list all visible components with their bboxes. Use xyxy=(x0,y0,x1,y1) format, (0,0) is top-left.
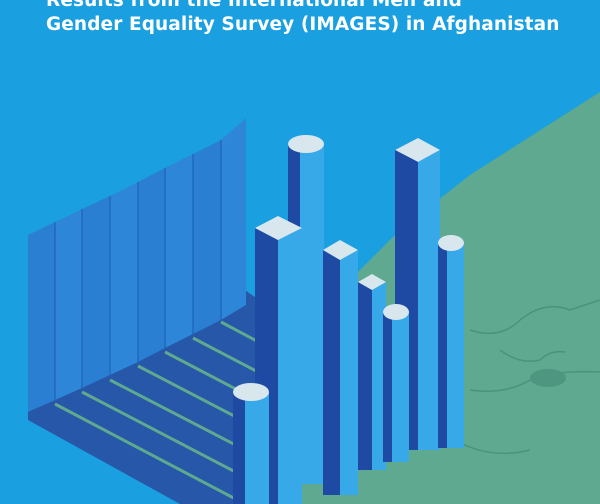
map-border-lines xyxy=(454,299,600,455)
cylinder-bar-right xyxy=(438,235,464,448)
map-lake xyxy=(530,369,566,387)
cover-title: Results from the International Men and G… xyxy=(46,0,586,37)
cover-title-line-2: Gender Equality Survey (IMAGES) in Afgha… xyxy=(46,14,560,35)
floor-shadow xyxy=(28,290,300,504)
back-wall xyxy=(28,118,246,412)
cylinder-bar-small xyxy=(383,304,409,462)
prism-bar-middle xyxy=(323,240,358,495)
cylinder-bar-front xyxy=(233,383,269,504)
cover-title-line-1: Results from the International Men and xyxy=(46,0,463,11)
prism-bar-small xyxy=(358,274,386,470)
